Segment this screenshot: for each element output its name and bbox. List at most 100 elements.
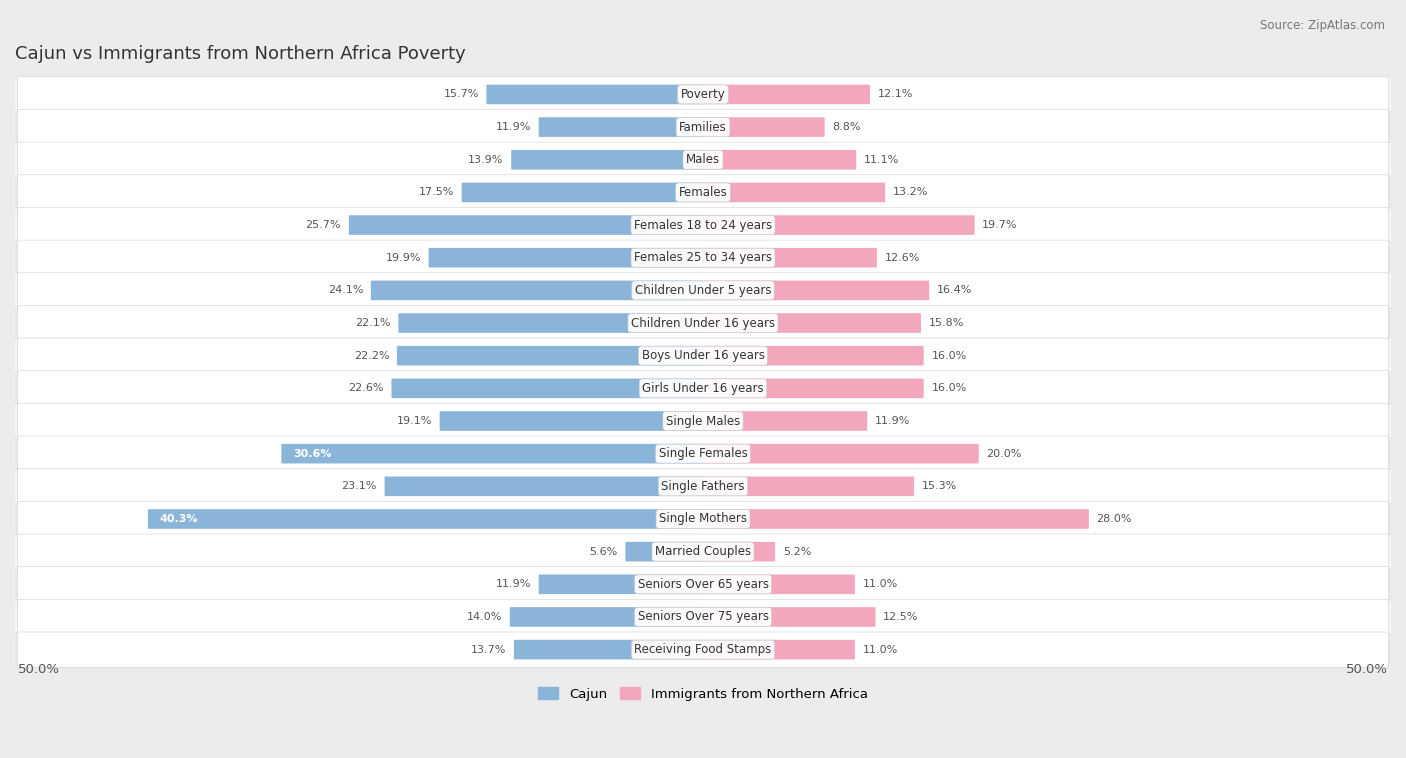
Text: 11.1%: 11.1% (865, 155, 900, 164)
Text: 23.1%: 23.1% (342, 481, 377, 491)
FancyBboxPatch shape (538, 575, 703, 594)
Text: 17.5%: 17.5% (419, 187, 454, 197)
FancyBboxPatch shape (486, 85, 703, 105)
FancyBboxPatch shape (538, 117, 703, 137)
Text: Families: Families (679, 121, 727, 133)
Text: Receiving Food Stamps: Receiving Food Stamps (634, 643, 772, 656)
Text: Single Females: Single Females (658, 447, 748, 460)
FancyBboxPatch shape (17, 338, 1389, 374)
Text: 30.6%: 30.6% (292, 449, 332, 459)
FancyBboxPatch shape (703, 215, 974, 235)
FancyBboxPatch shape (703, 85, 870, 105)
Bar (15, 340, 1391, 372)
Text: 22.2%: 22.2% (354, 351, 389, 361)
Text: Males: Males (686, 153, 720, 166)
Text: 11.9%: 11.9% (875, 416, 910, 426)
FancyBboxPatch shape (703, 509, 1088, 529)
Text: 14.0%: 14.0% (467, 612, 502, 622)
Text: Seniors Over 65 years: Seniors Over 65 years (637, 578, 769, 590)
Bar (15, 111, 1391, 143)
Text: 16.4%: 16.4% (936, 285, 973, 296)
FancyBboxPatch shape (510, 607, 703, 627)
Text: Poverty: Poverty (681, 88, 725, 101)
FancyBboxPatch shape (515, 640, 703, 659)
Text: 19.1%: 19.1% (396, 416, 432, 426)
FancyBboxPatch shape (703, 280, 929, 300)
Bar (15, 78, 1391, 111)
FancyBboxPatch shape (17, 403, 1389, 439)
Text: 40.3%: 40.3% (159, 514, 198, 524)
Bar (15, 437, 1391, 470)
Text: 22.1%: 22.1% (356, 318, 391, 328)
FancyBboxPatch shape (703, 248, 877, 268)
Bar (15, 568, 1391, 600)
FancyBboxPatch shape (17, 175, 1389, 210)
Text: Source: ZipAtlas.com: Source: ZipAtlas.com (1260, 19, 1385, 32)
Bar (15, 241, 1391, 274)
Text: 12.1%: 12.1% (877, 89, 912, 99)
Text: 50.0%: 50.0% (18, 662, 59, 675)
FancyBboxPatch shape (17, 632, 1389, 667)
Legend: Cajun, Immigrants from Northern Africa: Cajun, Immigrants from Northern Africa (533, 682, 873, 706)
Bar (15, 633, 1391, 666)
Text: 25.7%: 25.7% (305, 220, 342, 230)
Text: 19.7%: 19.7% (983, 220, 1018, 230)
Text: Children Under 5 years: Children Under 5 years (634, 284, 772, 297)
FancyBboxPatch shape (148, 509, 703, 529)
Bar (15, 470, 1391, 503)
Bar (15, 372, 1391, 405)
FancyBboxPatch shape (398, 313, 703, 333)
FancyBboxPatch shape (440, 411, 703, 431)
Text: 16.0%: 16.0% (931, 384, 967, 393)
Text: 12.5%: 12.5% (883, 612, 918, 622)
FancyBboxPatch shape (17, 240, 1389, 275)
Text: 15.8%: 15.8% (929, 318, 965, 328)
Text: 20.0%: 20.0% (987, 449, 1022, 459)
FancyBboxPatch shape (17, 436, 1389, 471)
FancyBboxPatch shape (703, 477, 914, 496)
FancyBboxPatch shape (703, 640, 855, 659)
Bar (15, 535, 1391, 568)
FancyBboxPatch shape (17, 142, 1389, 177)
FancyBboxPatch shape (703, 542, 775, 562)
Text: Boys Under 16 years: Boys Under 16 years (641, 349, 765, 362)
Text: 12.6%: 12.6% (884, 252, 920, 263)
Text: Girls Under 16 years: Girls Under 16 years (643, 382, 763, 395)
Bar (15, 274, 1391, 307)
Text: 19.9%: 19.9% (385, 252, 420, 263)
Text: 11.0%: 11.0% (863, 579, 898, 589)
Text: 11.0%: 11.0% (863, 644, 898, 655)
FancyBboxPatch shape (17, 305, 1389, 340)
FancyBboxPatch shape (17, 371, 1389, 406)
FancyBboxPatch shape (703, 150, 856, 170)
Bar (15, 405, 1391, 437)
Bar (15, 600, 1391, 633)
FancyBboxPatch shape (17, 567, 1389, 602)
Text: Females: Females (679, 186, 727, 199)
Bar (15, 176, 1391, 208)
Text: Females 18 to 24 years: Females 18 to 24 years (634, 218, 772, 231)
Text: 5.6%: 5.6% (589, 547, 617, 556)
Text: 15.3%: 15.3% (922, 481, 957, 491)
FancyBboxPatch shape (17, 468, 1389, 504)
FancyBboxPatch shape (703, 346, 924, 365)
FancyBboxPatch shape (703, 117, 825, 137)
Text: Females 25 to 34 years: Females 25 to 34 years (634, 251, 772, 265)
FancyBboxPatch shape (349, 215, 703, 235)
Text: Single Males: Single Males (666, 415, 740, 428)
Text: Single Mothers: Single Mothers (659, 512, 747, 525)
FancyBboxPatch shape (703, 183, 886, 202)
FancyBboxPatch shape (17, 208, 1389, 243)
Text: 22.6%: 22.6% (349, 384, 384, 393)
Bar (15, 208, 1391, 241)
FancyBboxPatch shape (371, 280, 703, 300)
FancyBboxPatch shape (703, 444, 979, 463)
Bar (15, 503, 1391, 535)
FancyBboxPatch shape (429, 248, 703, 268)
FancyBboxPatch shape (703, 575, 855, 594)
Text: 50.0%: 50.0% (1347, 662, 1388, 675)
FancyBboxPatch shape (281, 444, 703, 463)
FancyBboxPatch shape (703, 411, 868, 431)
FancyBboxPatch shape (17, 600, 1389, 634)
Text: 5.2%: 5.2% (783, 547, 811, 556)
